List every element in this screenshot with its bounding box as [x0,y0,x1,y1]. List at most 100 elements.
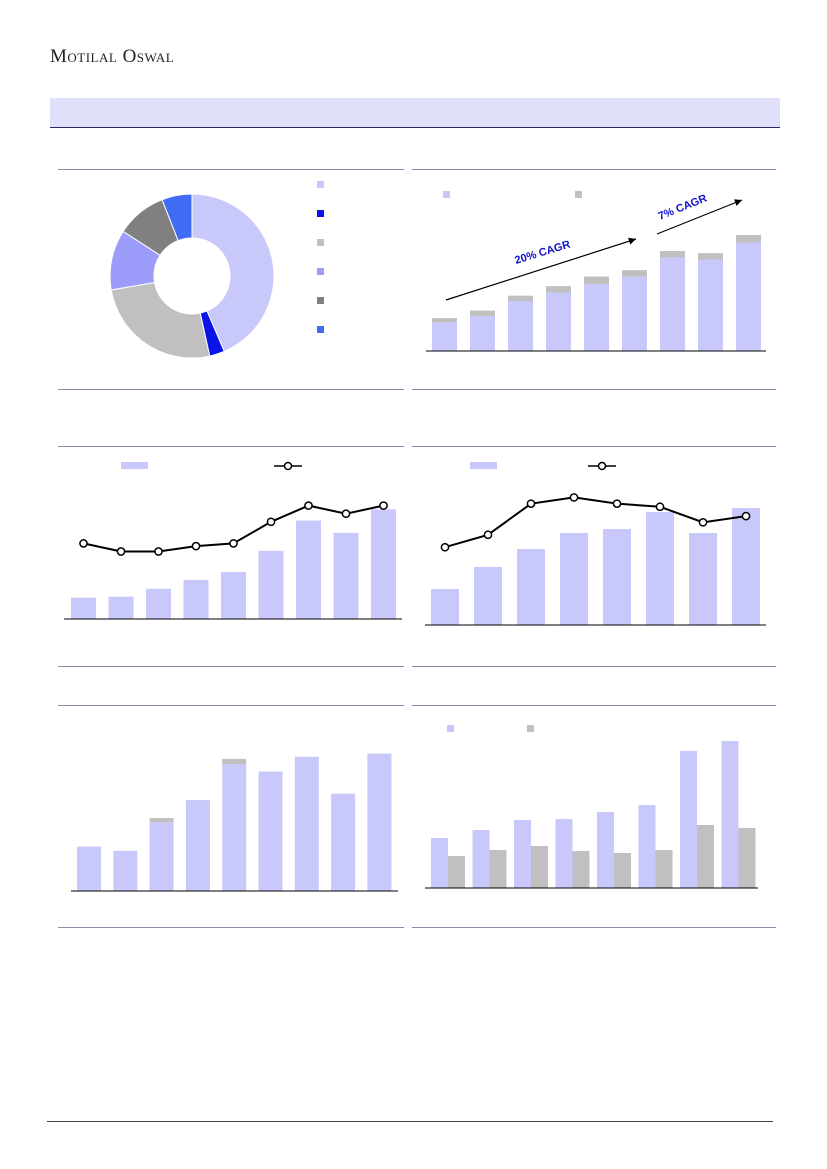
bar-primary-6 [258,771,283,891]
bar-series1-7 [680,751,697,888]
stacked-bar-chart-left [71,753,398,892]
cagr-label-2: 7% CAGR [657,192,709,222]
bar-series2-4 [572,851,590,888]
bar-8 [333,532,359,619]
line-point-4 [191,541,201,551]
section-header-band [50,98,780,128]
bar-primary-9 [367,753,392,891]
line-point-9 [379,501,388,510]
bar-4 [560,533,588,625]
bar-series1-3 [514,820,531,888]
panel-rule [412,705,776,706]
bar-series2-7 [697,825,714,888]
bar-6 [646,512,674,625]
panel-rule [412,389,776,390]
bar-series1-6 [638,805,656,888]
bar-series1-8 [721,741,739,888]
cagr-arrow-2 [656,199,743,235]
legend-swatch-3 [317,239,324,246]
bar-secondary-7 [660,251,685,258]
bar-primary-1 [77,846,101,891]
pie-slice-6 [161,193,193,242]
bar-1 [71,597,96,619]
legend-line-marker [283,461,293,471]
legend-swatch-2 [527,725,534,732]
bar-secondary-8 [698,253,723,260]
bar-secondary-5 [222,758,247,765]
bar-primary-4 [185,800,210,891]
legend-swatch-2 [575,191,582,198]
bar-series1-4 [555,819,573,888]
bar-7 [689,533,717,625]
bar-5 [221,572,246,619]
line-point-4 [569,493,579,502]
legend-swatch-1 [317,181,324,188]
bar-primary-9 [736,242,761,351]
bar-primary-5 [584,283,609,351]
pie-slice-3 [110,281,211,359]
line-point-7 [698,517,708,527]
panel-rule [58,446,404,447]
line-point-1 [79,539,88,548]
bar-4 [183,579,209,619]
legend-swatch-1 [443,191,450,198]
bar-secondary-6 [622,270,647,277]
bar-primary-8 [331,793,356,891]
bar-secondary-9 [736,235,761,243]
bar-primary-1 [432,322,457,351]
line-point-8 [341,509,351,519]
bar-secondary-3 [149,818,174,823]
bar-5 [603,529,631,625]
bar-3 [146,588,171,619]
line-point-5 [612,499,622,509]
bar-primary-4 [546,292,571,351]
bar-series2-8 [738,828,756,888]
legend-swatch-1 [447,725,454,732]
bar-series2-3 [531,846,548,888]
line-point-1 [440,542,450,552]
bar-series2-1 [448,856,465,888]
bar-series1-2 [472,830,490,888]
panel-rule [58,927,404,928]
panel-rule [58,169,404,170]
line-point-2 [483,530,493,540]
panel-rule [412,927,776,928]
cagr-arrow-1 [445,237,637,301]
line-point-7 [304,501,313,510]
bar-series1-1 [431,838,448,888]
panel-rule [58,666,404,667]
bar-series1-5 [597,812,614,888]
line-point-6 [266,517,276,527]
pie-slice-1 [191,193,275,353]
bar-2 [108,596,134,619]
line-point-6 [655,502,665,512]
bar-primary-7 [294,756,319,891]
bar-series2-2 [489,850,507,888]
legend-swatch-2 [317,210,324,217]
bar-series2-6 [655,850,673,888]
bar-2 [474,567,502,625]
legend-line-marker [597,461,607,471]
panel-rule [58,705,404,706]
footer-rule [47,1121,773,1122]
bar-3 [517,549,545,625]
line-point-8 [741,511,751,521]
panel-rule [412,446,776,447]
panel-rule [412,169,776,170]
bar-secondary-2 [470,310,495,316]
bar-primary-7 [660,257,685,351]
line-series [444,496,747,549]
line-point-2 [116,547,126,556]
bar-1 [431,589,459,625]
bar-primary-3 [149,822,174,891]
brand-logo: Motilal Oswal [50,46,175,67]
legend-swatch-5 [317,297,324,304]
donut-chart [109,181,324,359]
line-point-3 [154,547,163,556]
bar-line-chart-left [64,461,402,620]
bar-primary-5 [222,764,247,891]
bar-line-chart-right [425,461,766,626]
bar-9 [371,509,396,619]
bar-series2-5 [614,853,631,888]
